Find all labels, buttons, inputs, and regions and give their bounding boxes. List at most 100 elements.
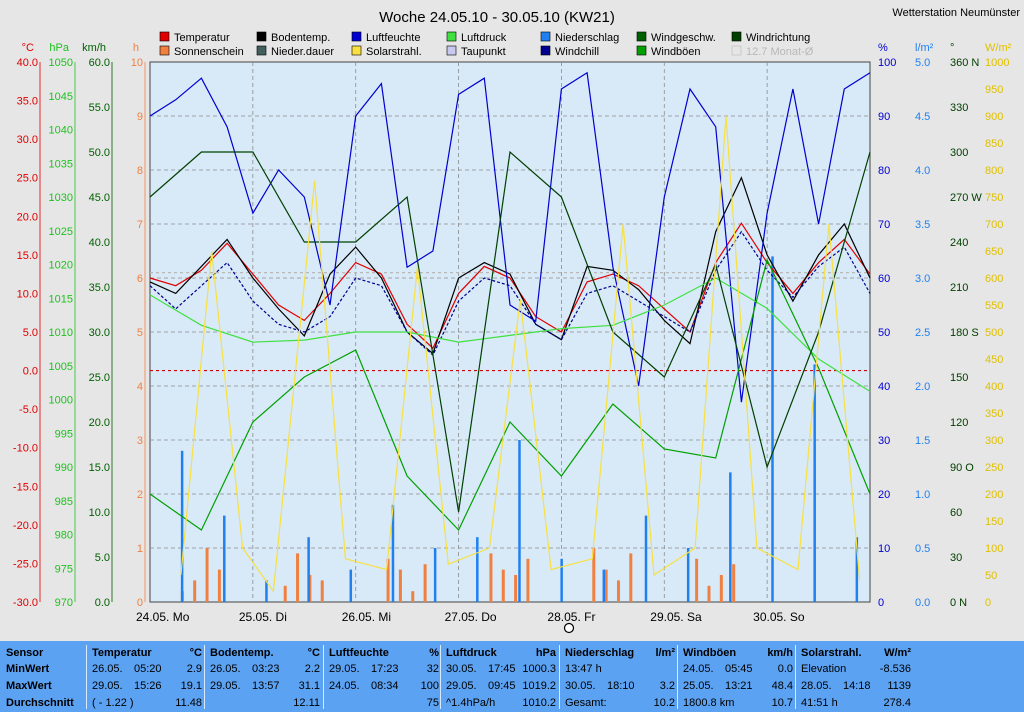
precip-bar	[476, 537, 479, 602]
precip-bar	[307, 537, 310, 602]
stats-cell: 26.05.	[210, 663, 241, 675]
left-axis-tick: 10.0	[89, 507, 110, 519]
x-axis-tick: 27.05. Do	[445, 610, 497, 624]
left-axis-tick: 10	[131, 57, 143, 69]
stats-separator	[86, 645, 87, 709]
left-axis-tick: -10.0	[13, 443, 38, 455]
sunshine-bar	[411, 591, 415, 602]
sunshine-bar	[217, 569, 221, 602]
sunshine-bar	[386, 558, 390, 602]
sunshine-bar	[719, 575, 723, 602]
stats-column: Luftfeuchte% 29.05. 17:23 32 24.05. 08:34 100 7…	[329, 641, 439, 712]
right-axis-tick: 3.5	[915, 219, 930, 231]
stats-cell: Niederschlag	[565, 647, 635, 659]
stats-cell: 14:18	[843, 680, 871, 692]
sunshine-bar	[308, 575, 312, 602]
right-axis-unit: °	[950, 42, 954, 54]
stats-cell: Windböen	[683, 647, 737, 659]
stats-cell: 1019.2	[522, 680, 556, 692]
legend-swatch	[540, 45, 551, 56]
sunshine-bar	[423, 564, 427, 602]
legend-label: Nieder.dauer	[271, 46, 334, 58]
legend-label: Temperatur	[174, 32, 230, 44]
right-axis-tick: 550	[985, 300, 1003, 312]
left-axis-tick: 1005	[49, 361, 73, 373]
right-axis-tick: 0	[878, 597, 884, 609]
precip-bar	[813, 364, 816, 602]
legend-swatch	[159, 31, 170, 42]
x-axis-tick: 30.05. So	[753, 610, 805, 624]
left-axis-tick: 1025	[49, 226, 73, 238]
precip-bar	[602, 569, 606, 602]
precip-bar	[349, 569, 353, 602]
sunshine-bar	[296, 553, 300, 602]
stats-cell: 1800.8 km	[683, 697, 735, 709]
left-axis-tick: 25.0	[17, 173, 38, 185]
stats-cell: 41:51 h	[801, 697, 838, 709]
stats-cell: MinWert	[6, 663, 50, 675]
sunshine-bar	[320, 580, 324, 602]
right-axis-tick: 100	[985, 543, 1003, 555]
left-axis-tick: 1020	[49, 260, 73, 272]
right-axis-tick: 950	[985, 84, 1003, 96]
right-axis-tick: 270 W	[950, 192, 982, 204]
stats-cell: ( - 1.22 )	[92, 697, 134, 709]
right-axis-tick: 4.5	[915, 111, 930, 123]
stats-cell: 278.4	[883, 697, 911, 709]
legend-label: Sonnenschein	[174, 46, 244, 58]
left-axis-tick: 6	[137, 273, 143, 285]
stats-cell: 3.2	[659, 680, 675, 692]
right-axis-tick: 200	[985, 489, 1003, 501]
precip-bar	[771, 256, 774, 602]
x-axis-tick: 29.05. Sa	[650, 610, 702, 624]
sunshine-bar	[592, 548, 596, 602]
left-axis-tick: 985	[55, 496, 73, 508]
sunshine-bar	[501, 569, 505, 602]
sunshine-bar	[732, 564, 736, 602]
stats-cell: MaxWert	[6, 680, 52, 692]
left-axis-tick: 2	[137, 489, 143, 501]
right-axis-tick: 4.0	[915, 165, 930, 177]
left-axis-tick: 30.0	[17, 134, 38, 146]
legend-label: Niederschlag	[555, 32, 619, 44]
right-axis-tick: 2.0	[915, 381, 930, 393]
stats-separator	[440, 645, 441, 709]
stats-cell: Elevation	[801, 663, 847, 675]
left-axis-tick: 5.0	[95, 552, 110, 564]
left-axis-unit: km/h	[82, 42, 106, 54]
sunshine-bar	[489, 553, 493, 602]
legend: Temperatur Sonnenschein Bodentemp. Nieder.d…	[159, 31, 814, 58]
stats-cell: 13:57	[252, 680, 280, 692]
right-axis-unit: W/m²	[985, 42, 1012, 54]
right-axis-tick: 60	[878, 273, 890, 285]
right-axis-tick: 850	[985, 138, 1003, 150]
sunshine-bar	[526, 558, 530, 602]
stats-cell: 08:34	[371, 680, 399, 692]
stats-cell: %	[429, 647, 439, 659]
stats-column: Temperatur °C 26.05. 05:20 2.9 29.05. 15:26 19.…	[92, 641, 202, 712]
series-solarstrahl-	[180, 115, 861, 593]
right-axis-tick: 60	[950, 507, 962, 519]
sunshine-bar	[205, 548, 209, 602]
legend-swatch	[731, 45, 742, 56]
right-axis-tick: 1.0	[915, 489, 930, 501]
left-axis-tick: -15.0	[13, 481, 38, 493]
stats-cell: Luftdruck	[446, 647, 497, 659]
legend-swatch	[446, 45, 457, 56]
right-axis-tick: 3.0	[915, 273, 930, 285]
right-axis-unit: l/m²	[915, 42, 934, 54]
left-axis-tick: 1050	[49, 57, 73, 69]
legend-label: 12.7 Monat-Ø	[746, 46, 814, 58]
sunshine-bar	[707, 585, 711, 602]
axes: °C40.035.030.025.020.015.010.05.00.0-5.0…	[13, 42, 1012, 624]
stats-separator	[323, 645, 324, 709]
legend-swatch	[256, 31, 267, 42]
stats-cell: 29.05.	[210, 680, 241, 692]
stats-cell: km/h	[767, 647, 793, 659]
right-axis-tick: 330	[950, 102, 968, 114]
stats-column: Luftdruck hPa 30.05. 17:45 1000.3 29.05. 09:45…	[446, 641, 556, 712]
left-axis-tick: 0	[137, 597, 143, 609]
sunshine-bar	[629, 553, 633, 602]
x-axis-tick: 24.05. Mo	[136, 610, 190, 624]
stats-cell: 1010.2	[522, 697, 556, 709]
